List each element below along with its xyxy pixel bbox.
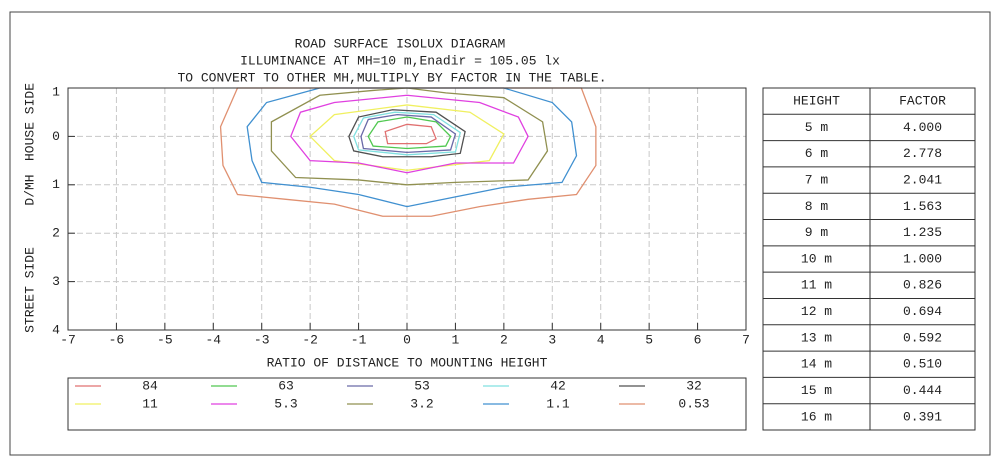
isolux-line (367, 116, 452, 150)
table-cell: 7 m (805, 173, 829, 188)
isolux-line (290, 94, 529, 174)
x-tick-label: -5 (157, 332, 173, 347)
legend-label: 84 (142, 378, 158, 393)
y-tick-label: 1 (52, 84, 60, 99)
table-cell: 10 m (801, 251, 832, 266)
legend-label: 1.1 (546, 396, 570, 411)
table-cell: 12 m (801, 304, 832, 319)
y-tick-label: 4 (52, 322, 60, 337)
table-cell: 0.391 (903, 409, 942, 424)
subtitle: TO CONVERT TO OTHER MH,MULTIPLY BY FACTO… (177, 70, 606, 85)
x-tick-label: 5 (645, 332, 653, 347)
x-tick-label: -2 (302, 332, 318, 347)
outer-frame (9, 11, 991, 456)
isolux-line (360, 113, 457, 154)
x-tick-label: -3 (254, 332, 270, 347)
x-tick-label: 2 (500, 332, 508, 347)
table-cell: 13 m (801, 330, 832, 345)
isolux-line (309, 104, 505, 171)
x-tick-label: -6 (109, 332, 125, 347)
table-cell: 16 m (801, 409, 832, 424)
subtitle: ILLUMINANCE AT MH=10 m,Enadir = 105.05 l… (240, 53, 560, 68)
legend-label: 32 (686, 378, 702, 393)
legend-label: 5.3 (274, 396, 297, 411)
table-header: HEIGHT (793, 94, 840, 109)
isolux-line (219, 87, 597, 217)
y-tick-label: 3 (52, 274, 60, 289)
y-axis-label: D/MH (22, 174, 37, 205)
table-cell: 6 m (805, 146, 829, 161)
y-tick-label: 1 (52, 177, 60, 192)
table-cell: 9 m (805, 225, 829, 240)
table-cell: 0.510 (903, 357, 942, 372)
table-cell: 15 m (801, 383, 832, 398)
x-tick-label: -7 (60, 332, 76, 347)
table-cell: 0.444 (903, 383, 942, 398)
legend-label: 42 (550, 378, 566, 393)
x-tick-label: 0 (403, 332, 411, 347)
x-axis-label: RATIO OF DISTANCE TO MOUNTING HEIGHT (267, 355, 548, 370)
table-cell: 1.000 (903, 251, 942, 266)
legend-label: 0.53 (678, 396, 709, 411)
table-cell: 8 m (805, 199, 829, 214)
legend-label: 63 (278, 378, 294, 393)
x-tick-label: 4 (597, 332, 605, 347)
isolux-line (246, 87, 578, 208)
x-tick-label: 7 (742, 332, 750, 347)
y-tick-label: 2 (52, 226, 60, 241)
legend-label: 3.2 (410, 396, 433, 411)
isolux-line (384, 123, 437, 145)
x-tick-label: 1 (452, 332, 460, 347)
x-tick-label: 6 (694, 332, 702, 347)
table-frame (762, 87, 976, 431)
table-cell: 14 m (801, 357, 832, 372)
table-cell: 1.235 (903, 225, 942, 240)
y-tick-label: 0 (52, 129, 60, 144)
table-cell: 2.041 (903, 173, 942, 188)
legend-label: 53 (414, 378, 430, 393)
table-header: FACTOR (899, 94, 946, 109)
title: ROAD SURFACE ISOLUX DIAGRAM (295, 36, 506, 51)
isolux-line (348, 109, 466, 158)
legend-label: 11 (142, 396, 158, 411)
table-cell: 11 m (801, 278, 832, 293)
legend-box (67, 377, 747, 431)
table-cell: 1.563 (903, 199, 942, 214)
isolux-line (353, 111, 462, 156)
table-cell: 2.778 (903, 146, 942, 161)
x-tick-label: -4 (205, 332, 221, 347)
y-axis-label: HOUSE SIDE (22, 83, 37, 161)
plot-frame (67, 87, 747, 331)
table-cell: 0.826 (903, 278, 942, 293)
table-cell: 0.694 (903, 304, 942, 319)
table-cell: 0.592 (903, 330, 942, 345)
y-axis-label: STREET SIDE (22, 247, 37, 333)
isolux-line (270, 87, 549, 186)
x-tick-label: 3 (548, 332, 556, 347)
table-cell: 5 m (805, 120, 829, 135)
table-cell: 4.000 (903, 120, 942, 135)
x-tick-label: -1 (351, 332, 367, 347)
